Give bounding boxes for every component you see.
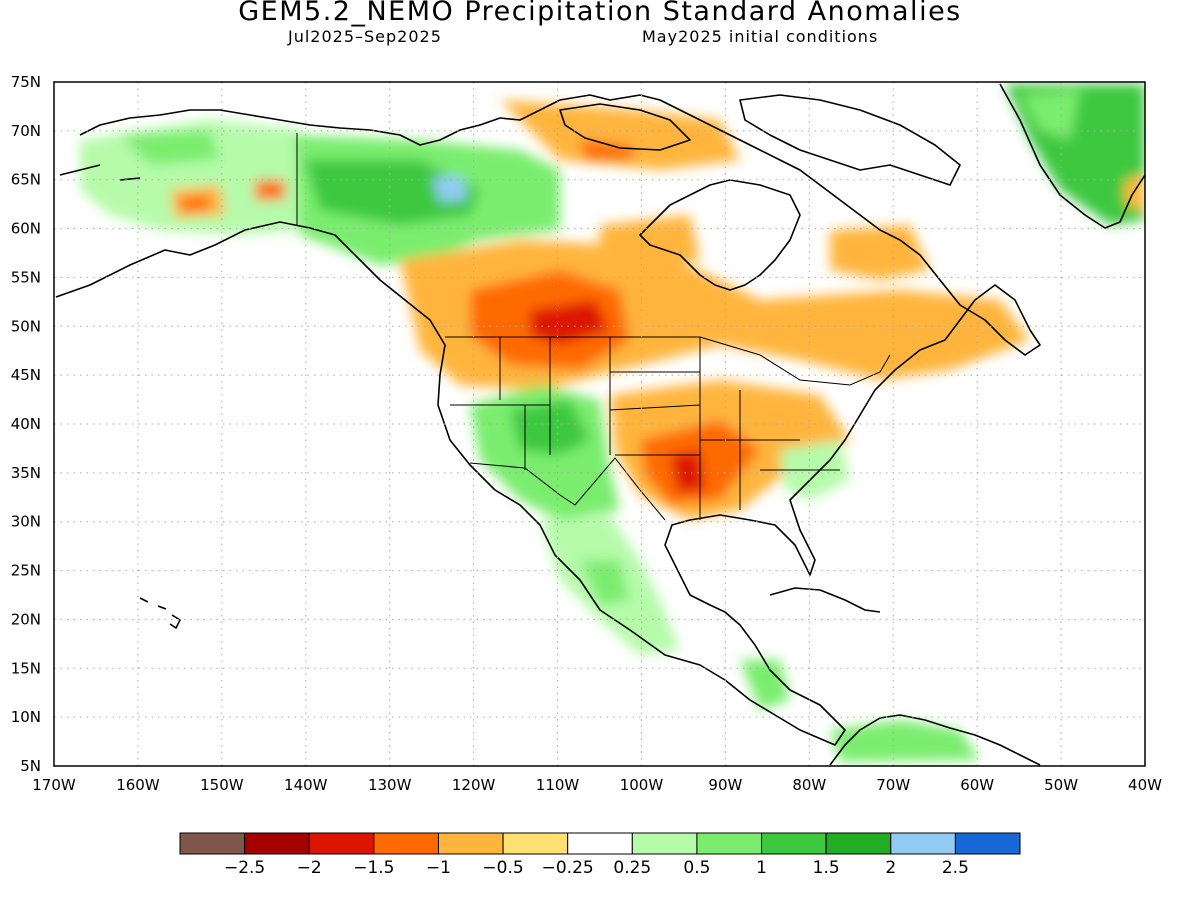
lat-tick-label: 15N xyxy=(11,659,41,677)
colorbar-swatch xyxy=(761,832,827,855)
border-us-states xyxy=(450,337,840,520)
coastline-south-america xyxy=(829,714,1041,766)
colorbar-swatch xyxy=(179,832,246,855)
lon-tick-label: 140W xyxy=(284,776,328,794)
lon-tick-label: 50W xyxy=(1044,776,1078,794)
coastline-baffin xyxy=(739,94,961,186)
colorbar-label: −0.5 xyxy=(482,858,523,878)
political-borders xyxy=(296,133,891,521)
coastline-hudson-bay xyxy=(639,179,801,291)
border-great-lakes xyxy=(699,336,891,386)
lon-tick-label: 90W xyxy=(708,776,742,794)
coastline-aleutians xyxy=(59,164,141,181)
colorbar-swatch xyxy=(437,832,504,855)
lat-tick-label: 60N xyxy=(11,220,41,238)
lat-tick-label: 45N xyxy=(11,366,41,384)
lat-tick-label: 65N xyxy=(11,171,41,189)
shade-nwt-lake xyxy=(432,175,468,202)
colorbar-swatch xyxy=(308,832,375,855)
map-title: GEM5.2_NEMO Precipitation Standard Anoma… xyxy=(238,0,962,27)
lon-tick-label: 120W xyxy=(452,776,496,794)
lon-tick-label: 70W xyxy=(876,776,910,794)
shade-mexico-green xyxy=(580,560,630,605)
colorbar-label: −0.25 xyxy=(542,858,594,878)
colorbar-label: −1 xyxy=(426,858,451,878)
lat-tick-label: 25N xyxy=(11,562,41,580)
colorbar: −2.5 −2 −1.5 −1 −0.5 −0.25 0.25 0.5 1 1.5 2 2.5 xyxy=(179,832,1021,878)
lat-tick-label: 75N xyxy=(11,73,41,91)
map-subtitle-period: Jul2025–Sep2025 xyxy=(288,27,442,46)
colorbar-label: 1 xyxy=(756,858,767,878)
shade-arctic-dry xyxy=(500,100,740,170)
colorbar-label: 2.5 xyxy=(942,858,969,878)
colorbar-swatch xyxy=(631,832,698,855)
lat-tick-label: 70N xyxy=(11,122,41,140)
colorbar-label: 0.5 xyxy=(683,858,710,878)
lat-tick-label: 5N xyxy=(20,757,41,775)
colorbar-swatch xyxy=(373,832,439,855)
shade-ca-wet xyxy=(740,660,790,710)
shade-mv-red xyxy=(670,450,705,492)
lat-tick-label: 40N xyxy=(11,415,41,433)
colorbar-label: −2.5 xyxy=(224,858,265,878)
colorbar-swatch xyxy=(502,832,569,855)
coastline-greenland xyxy=(999,83,1145,229)
lon-tick-label: 130W xyxy=(368,776,412,794)
shade-sa-wet xyxy=(830,720,980,762)
lon-tick-label: 80W xyxy=(792,776,826,794)
longitude-axis: 170W 160W 150W 140W 130W 120W 110W 100W 90W 80W 70… xyxy=(32,776,1162,794)
lon-tick-label: 170W xyxy=(32,776,76,794)
colorbar-label: 2 xyxy=(885,858,896,878)
shade-nwt-wet-core xyxy=(305,160,480,225)
lat-tick-label: 50N xyxy=(11,317,41,335)
map-subtitle-init: May2025 initial conditions xyxy=(642,27,879,46)
colorbar-swatch xyxy=(825,832,892,855)
colorbar-swatch xyxy=(890,832,956,855)
colorbar-swatch xyxy=(567,832,633,855)
shade-alaska-north xyxy=(120,130,220,165)
lon-tick-label: 110W xyxy=(536,776,580,794)
colorbar-label: −1.5 xyxy=(353,858,394,878)
shade-alaska-dry-core xyxy=(180,195,210,212)
shade-quebec-dry xyxy=(830,225,930,280)
colorbar-swatch xyxy=(954,832,1021,855)
lon-tick-label: 160W xyxy=(116,776,160,794)
shade-prairie-red xyxy=(530,300,610,345)
lon-tick-label: 60W xyxy=(960,776,994,794)
colorbar-label: 0.25 xyxy=(613,858,651,878)
lat-tick-label: 35N xyxy=(11,464,41,482)
lat-tick-label: 30N xyxy=(11,513,41,531)
colorbar-swatch xyxy=(696,832,763,855)
plot-frame xyxy=(53,81,1146,767)
coastline-hawaii xyxy=(139,597,181,629)
latitude-axis: 5N 10N 15N 20N 25N 30N 35N 40N 45N 50N 55N 60N 65N 70… xyxy=(11,73,41,775)
shade-greenland-light xyxy=(1020,90,1080,140)
shade-hudson-dry xyxy=(600,215,700,270)
shade-alaska-dry-2 xyxy=(255,180,285,200)
coastline-arctic-islands xyxy=(559,103,691,151)
lat-tick-label: 55N xyxy=(11,268,41,286)
lon-tick-label: 100W xyxy=(620,776,664,794)
lon-tick-label: 150W xyxy=(200,776,244,794)
lon-tick-label: 40W xyxy=(1128,776,1162,794)
colorbar-swatch xyxy=(244,832,310,855)
lat-tick-label: 10N xyxy=(11,708,41,726)
colorbar-label: −2 xyxy=(297,858,322,878)
coastline-cuba xyxy=(769,587,881,613)
colorbar-label: 1.5 xyxy=(813,858,840,878)
shade-arctic-dry-core xyxy=(580,140,635,160)
lat-tick-label: 20N xyxy=(11,610,41,628)
